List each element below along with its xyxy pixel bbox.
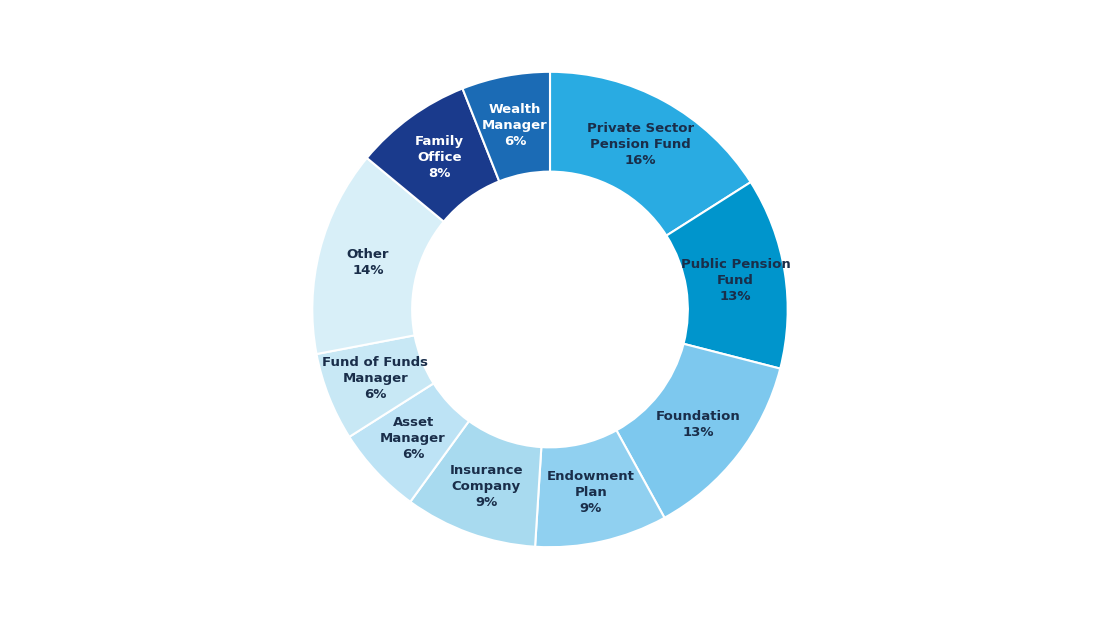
Text: Foundation
13%: Foundation 13% (656, 410, 740, 439)
Text: Private Sector
Pension Fund
16%: Private Sector Pension Fund 16% (587, 123, 694, 168)
Text: Endowment
Plan
9%: Endowment Plan 9% (547, 470, 635, 515)
Wedge shape (616, 344, 780, 518)
Text: Public Pension
Fund
13%: Public Pension Fund 13% (681, 258, 790, 303)
Wedge shape (550, 72, 750, 236)
Text: Family
Office
8%: Family Office 8% (415, 135, 464, 180)
Text: Wealth
Manager
6%: Wealth Manager 6% (482, 103, 548, 147)
Wedge shape (317, 335, 433, 437)
Wedge shape (535, 430, 664, 547)
Text: Fund of Funds
Manager
6%: Fund of Funds Manager 6% (322, 356, 428, 401)
Wedge shape (312, 158, 443, 354)
Wedge shape (667, 182, 788, 368)
Text: Other
14%: Other 14% (346, 248, 389, 277)
Wedge shape (367, 89, 499, 222)
Wedge shape (462, 72, 550, 181)
Wedge shape (410, 421, 541, 547)
Wedge shape (350, 383, 469, 502)
Text: Insurance
Company
9%: Insurance Company 9% (450, 464, 524, 509)
Text: Asset
Manager
6%: Asset Manager 6% (381, 415, 446, 461)
